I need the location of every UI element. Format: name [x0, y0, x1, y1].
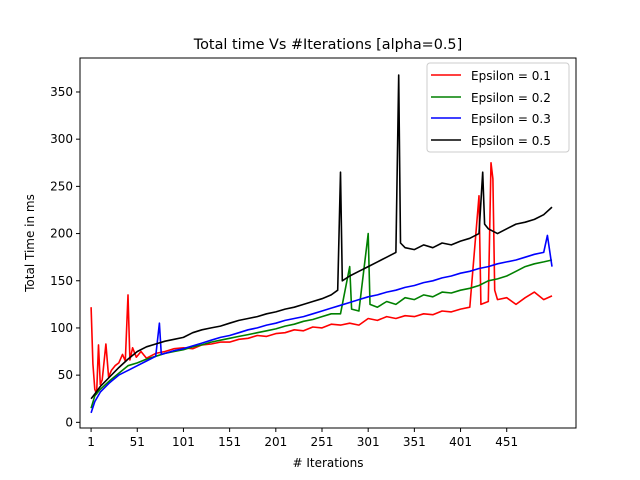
x-tick-label: 201 — [264, 435, 287, 449]
x-tick-label: 301 — [357, 435, 380, 449]
x-tick-label: 1 — [87, 435, 95, 449]
series-layer — [90, 74, 553, 414]
x-tick-label: 101 — [172, 435, 195, 449]
y-tick-label: 150 — [50, 274, 73, 288]
legend-label-4: Epsilon = 0.5 — [471, 134, 551, 148]
legend-label-2: Epsilon = 0.2 — [471, 91, 551, 105]
chart-title: Total time Vs #Iterations [alpha=0.5] — [193, 37, 462, 53]
series-line-3 — [90, 234, 553, 414]
x-tick-label: 351 — [403, 435, 426, 449]
plot-frame — [79, 57, 577, 429]
y-tick-label: 0 — [65, 415, 73, 429]
legend-label-1: Epsilon = 0.1 — [471, 69, 551, 83]
y-axis-ticks: 0 50 100 150 200 250 300 350 — [50, 85, 80, 429]
x-tick-label: 251 — [311, 435, 334, 449]
x-axis-ticks: 1 51 101 151 201 251 301 351 401 451 — [87, 428, 518, 449]
y-tick-label: 100 — [50, 321, 73, 335]
y-tick-label: 250 — [50, 179, 73, 193]
x-tick-label: 51 — [130, 435, 145, 449]
legend-label-3: Epsilon = 0.3 — [471, 112, 551, 126]
y-axis-label: Total Time in ms — [23, 194, 37, 293]
x-tick-label: 451 — [495, 435, 518, 449]
legend-box — [426, 62, 570, 153]
series-line-4 — [90, 74, 553, 400]
series-line-1 — [90, 162, 553, 395]
y-tick-label: 50 — [58, 368, 73, 382]
y-tick-label: 300 — [50, 132, 73, 146]
x-tick-label: 401 — [449, 435, 472, 449]
x-axis-label: # Iterations — [292, 456, 363, 470]
x-tick-label: 151 — [218, 435, 241, 449]
y-tick-label: 200 — [50, 227, 73, 241]
legend: Epsilon = 0.1 Epsilon = 0.2 Epsilon = 0.… — [426, 62, 570, 153]
y-tick-label: 350 — [50, 85, 73, 99]
